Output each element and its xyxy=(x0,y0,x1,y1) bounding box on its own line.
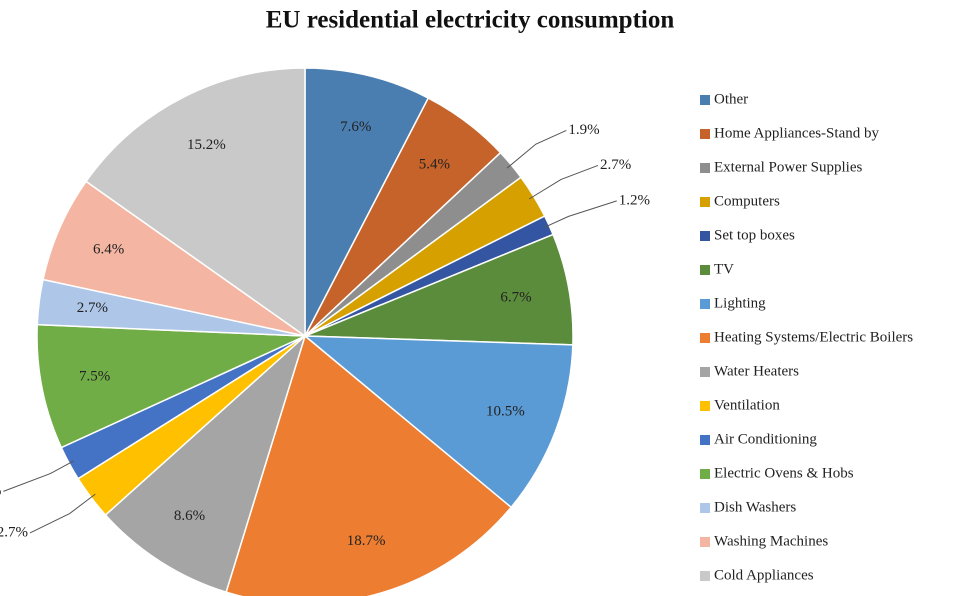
legend-label: Cold Appliances xyxy=(714,567,814,583)
data-label: 6.7% xyxy=(500,290,531,306)
legend-label: Air Conditioning xyxy=(714,431,817,447)
legend-swatch xyxy=(700,401,710,411)
legend-label: Dish Washers xyxy=(714,499,796,515)
leader-line xyxy=(528,164,599,200)
chart-title: EU residential electricity consumption xyxy=(266,7,675,34)
legend-label: Ventilation xyxy=(714,397,780,413)
pie-slice xyxy=(85,67,306,338)
legend-label: Computers xyxy=(714,193,780,209)
data-label: 7.5% xyxy=(79,369,110,385)
pie-slice xyxy=(302,335,574,509)
legend-label: Home Appliances-Stand by xyxy=(714,125,879,141)
legend-label: Washing Machines xyxy=(714,533,828,549)
pie-slice xyxy=(104,333,307,594)
data-label: 15.2% xyxy=(187,137,226,153)
legend-swatch xyxy=(700,197,710,207)
legend-label: Heating Systems/Electric Boilers xyxy=(714,329,913,345)
legend-swatch xyxy=(700,435,710,445)
data-label: 18.7% xyxy=(347,533,386,549)
legend-swatch xyxy=(700,367,710,377)
data-label: 1.2% xyxy=(619,192,650,208)
data-label: 2.7% xyxy=(600,157,631,173)
data-label: 2.7% xyxy=(77,300,108,316)
legend-label: Other xyxy=(714,91,748,107)
leader-line xyxy=(543,200,617,228)
data-label: 10.5% xyxy=(486,404,525,420)
legend-swatch xyxy=(700,299,710,309)
leader-line xyxy=(3,460,75,492)
data-label: 2.7% xyxy=(0,524,28,540)
data-label: 6.4% xyxy=(93,241,124,257)
legend-label: Water Heaters xyxy=(714,363,799,379)
data-label: 7.6% xyxy=(340,119,371,135)
legend-swatch xyxy=(700,163,710,173)
legend-swatch xyxy=(700,95,710,105)
legend-swatch xyxy=(700,231,710,241)
leader-line xyxy=(506,129,567,169)
legend-label: Electric Ovens & Hobs xyxy=(714,465,854,481)
legend-label: Lighting xyxy=(714,295,766,311)
pie-slice xyxy=(304,233,574,346)
pie-slice xyxy=(304,67,430,337)
leader-line xyxy=(29,493,96,534)
legend-swatch xyxy=(700,469,710,479)
pie-slice xyxy=(36,323,306,449)
data-label: 5.4% xyxy=(419,156,450,172)
data-label: 2.1% xyxy=(0,483,1,499)
pie-slice xyxy=(225,334,513,596)
legend-swatch xyxy=(700,571,710,581)
data-label: 8.6% xyxy=(174,508,205,524)
legend-swatch xyxy=(700,503,710,513)
data-label: 1.9% xyxy=(568,122,599,138)
legend-label: External Power Supplies xyxy=(714,159,862,175)
legend-swatch xyxy=(700,537,710,547)
legend-swatch xyxy=(700,333,710,343)
legend-swatch xyxy=(700,265,710,275)
legend-swatch xyxy=(700,129,710,139)
legend-label: Set top boxes xyxy=(714,227,795,243)
legend-label: TV xyxy=(714,261,734,277)
